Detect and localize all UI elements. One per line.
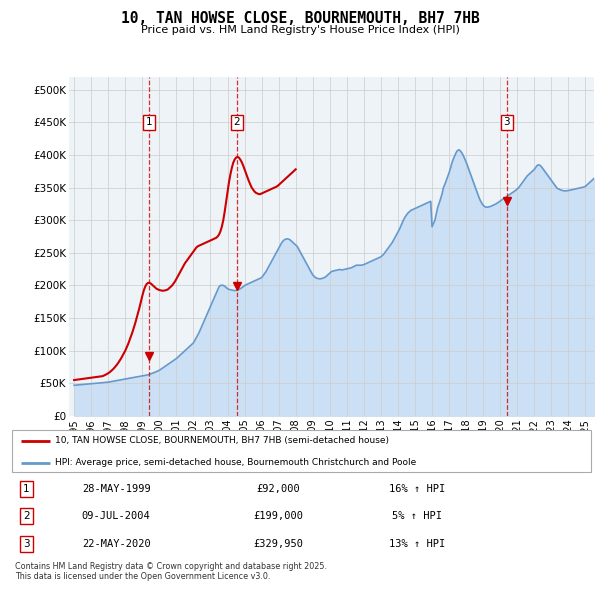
Text: 28-MAY-1999: 28-MAY-1999 (82, 484, 151, 494)
Text: 1: 1 (23, 484, 30, 494)
Text: £199,000: £199,000 (253, 512, 304, 521)
Text: Price paid vs. HM Land Registry's House Price Index (HPI): Price paid vs. HM Land Registry's House … (140, 25, 460, 35)
Text: 3: 3 (503, 117, 510, 127)
Text: £329,950: £329,950 (253, 539, 304, 549)
Text: 2: 2 (23, 512, 30, 521)
Text: £92,000: £92,000 (256, 484, 300, 494)
FancyBboxPatch shape (12, 430, 591, 472)
Text: 16% ↑ HPI: 16% ↑ HPI (389, 484, 445, 494)
Text: 2: 2 (233, 117, 240, 127)
Text: 10, TAN HOWSE CLOSE, BOURNEMOUTH, BH7 7HB (semi-detached house): 10, TAN HOWSE CLOSE, BOURNEMOUTH, BH7 7H… (55, 437, 389, 445)
Text: 10, TAN HOWSE CLOSE, BOURNEMOUTH, BH7 7HB: 10, TAN HOWSE CLOSE, BOURNEMOUTH, BH7 7H… (121, 11, 479, 25)
Text: 3: 3 (23, 539, 30, 549)
Text: 09-JUL-2004: 09-JUL-2004 (82, 512, 151, 521)
Text: 1: 1 (145, 117, 152, 127)
Text: HPI: Average price, semi-detached house, Bournemouth Christchurch and Poole: HPI: Average price, semi-detached house,… (55, 458, 416, 467)
Text: 13% ↑ HPI: 13% ↑ HPI (389, 539, 445, 549)
Text: 22-MAY-2020: 22-MAY-2020 (82, 539, 151, 549)
Text: 5% ↑ HPI: 5% ↑ HPI (392, 512, 442, 521)
Text: Contains HM Land Registry data © Crown copyright and database right 2025.
This d: Contains HM Land Registry data © Crown c… (15, 562, 327, 581)
